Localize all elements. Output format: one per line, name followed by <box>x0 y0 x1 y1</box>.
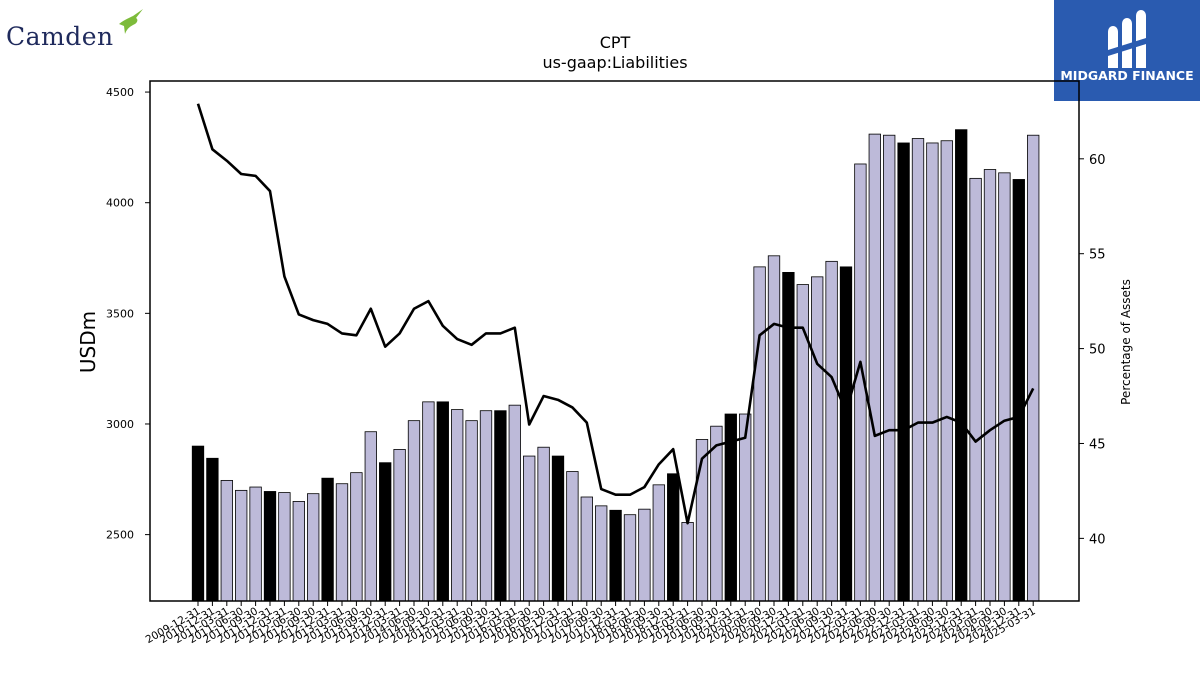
midgard-mark-icon <box>1108 10 1146 68</box>
bar-2013-12-31 <box>379 462 392 602</box>
bar-2017-03-31 <box>566 471 579 602</box>
bar-2020-09-30 <box>767 255 781 602</box>
bar-2013-06-30 <box>350 472 363 602</box>
bar-2011-03-31 <box>220 479 233 602</box>
bar-2011-12-31 <box>263 491 277 602</box>
bar-2015-09-30 <box>479 410 493 602</box>
bar-2014-03-31 <box>393 449 406 602</box>
y2-tick-label: 40 <box>1089 532 1106 547</box>
y-tick-label: 3500 <box>106 307 134 320</box>
bar-2024-09-30 <box>998 172 1011 602</box>
bar-2020-12-31 <box>782 271 795 602</box>
bar-2024-12-31 <box>1012 179 1025 602</box>
y-tick-label: 4500 <box>106 86 134 99</box>
bar-2024-03-31 <box>969 177 982 602</box>
bar-2024-06-30 <box>983 169 997 602</box>
bar-2014-06-30 <box>407 420 421 602</box>
percentage-of-assets-line <box>196 103 1035 525</box>
bar-2023-12-31 <box>955 129 968 602</box>
bar-2015-12-31 <box>494 410 507 602</box>
bar-series <box>191 129 1040 602</box>
bar-2014-09-30 <box>422 401 435 602</box>
bar-2019-09-30 <box>710 425 723 602</box>
bar-2010-12-31 <box>206 457 219 602</box>
bar-2012-12-31 <box>321 477 334 602</box>
bar-2023-03-31 <box>911 138 925 602</box>
line-series <box>196 103 1035 525</box>
y2-tick-label: 60 <box>1089 153 1106 168</box>
y-tick-label: 4000 <box>106 197 134 210</box>
bar-2012-06-30 <box>292 501 305 602</box>
bar-2022-12-31 <box>897 142 910 602</box>
bar-2022-09-30 <box>883 134 896 602</box>
y2-tick-label: 55 <box>1089 248 1106 263</box>
y2-axis-label: Percentage of Assets <box>1119 279 1133 405</box>
midgard-finance-logo: MIDGARD FINANCE <box>1054 0 1200 101</box>
y-tick-label: 3000 <box>106 418 134 431</box>
bar-2016-12-31 <box>551 455 565 602</box>
bar-2014-12-31 <box>436 401 449 602</box>
bar-2015-03-31 <box>451 409 464 602</box>
bar-2011-09-30 <box>249 486 262 602</box>
chart-title: CPT <box>600 33 631 52</box>
bar-2025-03-31 <box>1027 134 1040 602</box>
camden-logo-text: Camden <box>6 22 114 51</box>
bar-2011-06-30 <box>235 489 248 602</box>
bar-2023-06-30 <box>926 142 939 602</box>
bar-2018-12-31 <box>667 473 680 602</box>
bar-2018-06-30 <box>638 508 651 602</box>
bar-2012-09-30 <box>307 493 320 602</box>
bar-2015-06-30 <box>465 420 478 602</box>
y-axis-label: USDm <box>76 311 100 373</box>
bar-2013-03-31 <box>335 483 349 602</box>
axes: 2500300035004000450040455055602009-12-31… <box>106 86 1106 646</box>
bar-2017-12-31 <box>609 509 622 602</box>
y2-tick-label: 50 <box>1089 343 1106 358</box>
plot-frame <box>149 80 1080 602</box>
y2-tick-label: 45 <box>1089 437 1106 452</box>
bar-2021-12-31 <box>839 266 853 602</box>
bar-2019-03-31 <box>681 522 694 602</box>
bar-2016-09-30 <box>537 446 550 602</box>
bar-2023-09-30 <box>940 140 953 602</box>
midgard-logo-text: MIDGARD FINANCE <box>1060 68 1194 83</box>
bar-2018-03-31 <box>623 514 637 602</box>
bar-2021-06-30 <box>811 276 824 602</box>
bar-2016-06-30 <box>523 455 536 602</box>
bar-2020-06-30 <box>753 266 766 602</box>
bar-2009-12-31 <box>191 445 205 602</box>
bar-2021-09-30 <box>825 260 838 602</box>
y-tick-label: 2500 <box>106 529 134 542</box>
bar-2017-09-30 <box>595 505 608 602</box>
bar-2020-03-31 <box>739 413 752 602</box>
bar-2016-03-31 <box>508 404 521 602</box>
chart-subtitle: us-gaap:Liabilities <box>542 53 687 72</box>
bar-2013-09-30 <box>364 431 377 602</box>
bar-2012-03-31 <box>278 492 291 602</box>
camden-logo: Camden <box>6 8 146 54</box>
bar-2017-06-30 <box>580 496 593 602</box>
bar-2021-03-31 <box>796 284 809 602</box>
bar-2022-06-30 <box>868 133 881 602</box>
bar-2018-09-30 <box>652 484 665 602</box>
hummingbird-icon <box>119 9 143 34</box>
